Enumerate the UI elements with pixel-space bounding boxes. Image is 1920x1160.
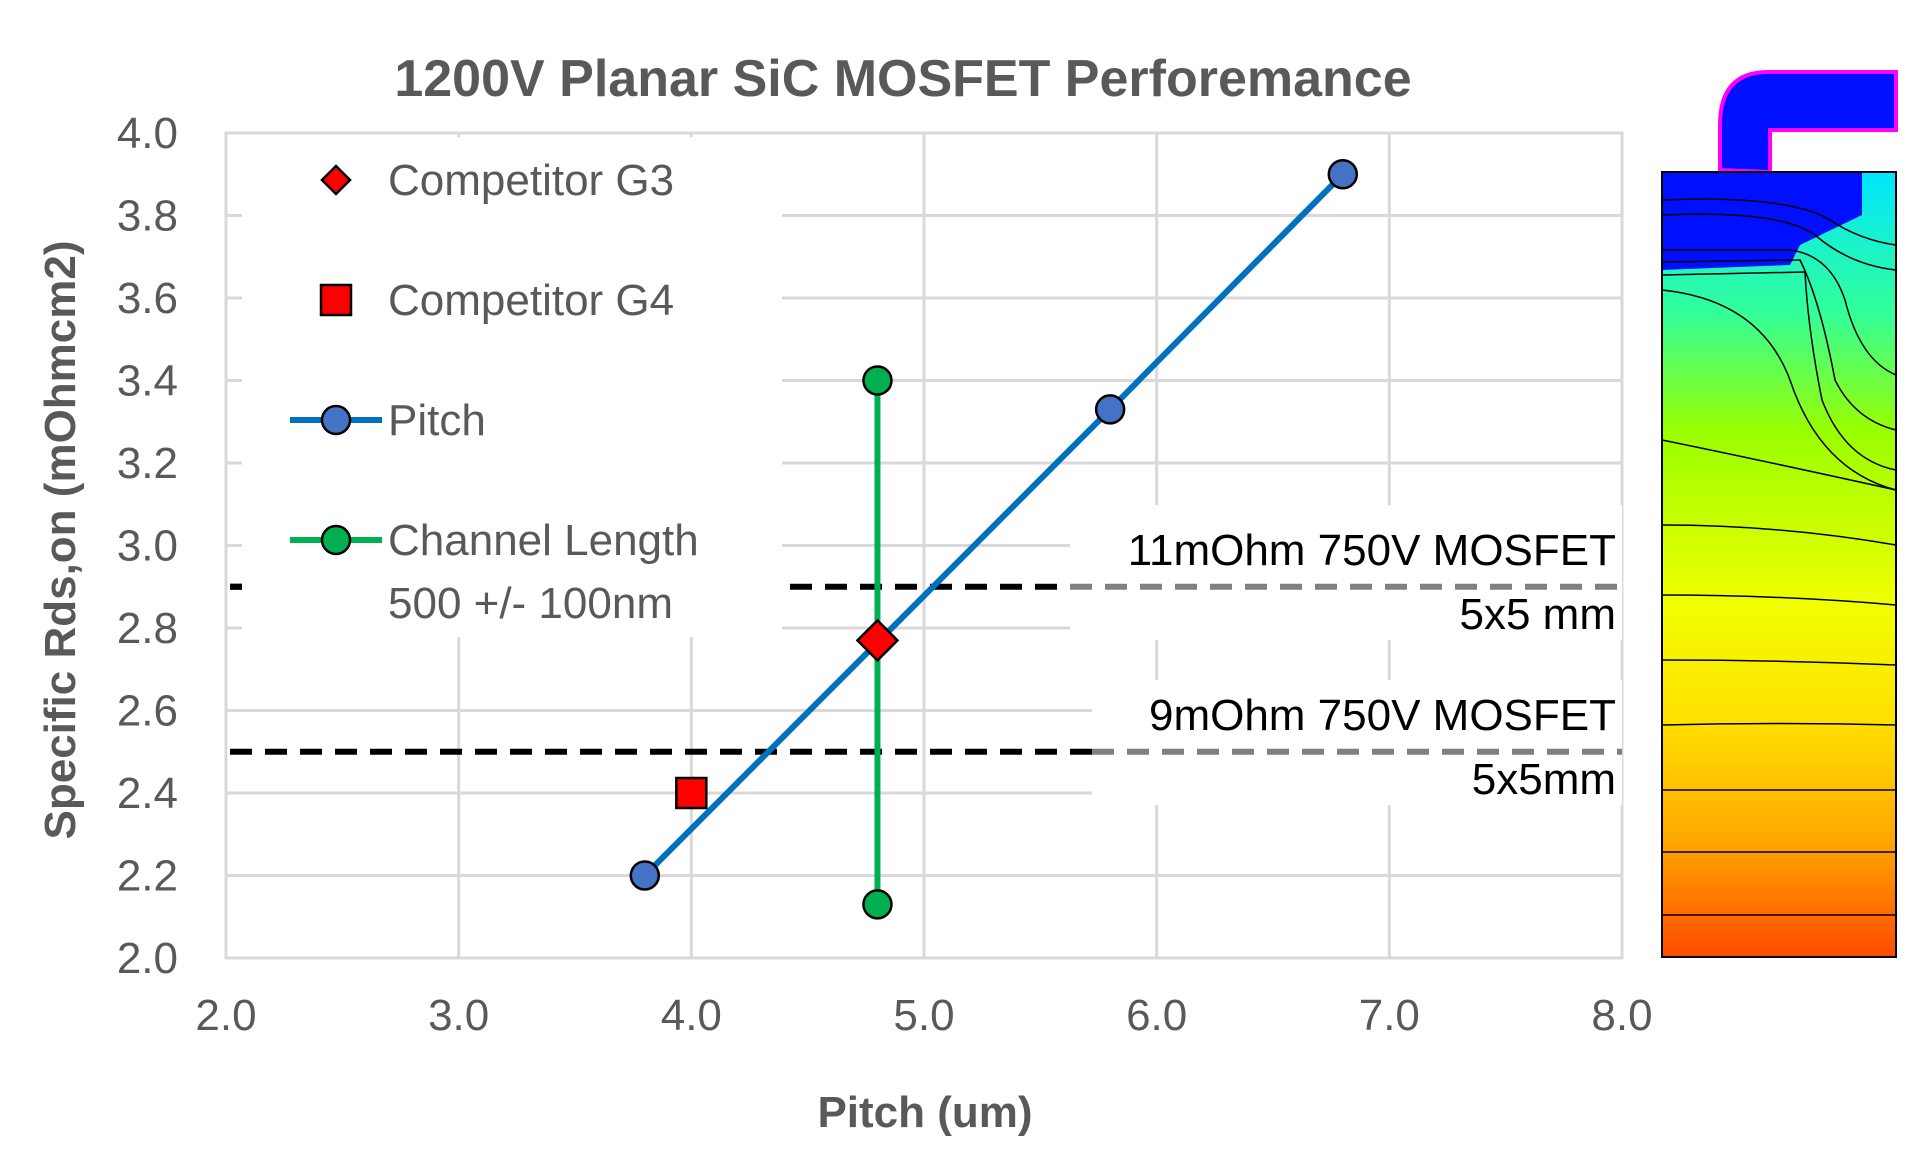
data-point bbox=[1327, 159, 1359, 190]
x-tick-label: 5.0 bbox=[893, 991, 954, 1040]
x-tick-label: 8.0 bbox=[1591, 991, 1652, 1040]
device-simulation-image bbox=[1661, 70, 1898, 958]
y-tick-label: 2.2 bbox=[117, 852, 178, 901]
data-point bbox=[675, 776, 708, 810]
y-tick-label: 3.8 bbox=[117, 192, 178, 241]
reference-line-label: 9mOhm 750V MOSFET bbox=[1149, 691, 1616, 740]
reference-line-sublabel: 5x5 mm bbox=[1460, 590, 1616, 639]
x-tick-label: 4.0 bbox=[661, 991, 722, 1040]
legend-label: Pitch bbox=[388, 396, 486, 445]
y-tick-label: 3.6 bbox=[117, 274, 178, 323]
y-tick-label: 3.2 bbox=[117, 439, 178, 488]
y-tick-label: 3.0 bbox=[117, 522, 178, 571]
ref-label-background bbox=[1070, 505, 1622, 640]
y-axis-title: Specific Rds,on (mOhmcm2) bbox=[36, 240, 85, 839]
series bbox=[629, 159, 1359, 920]
legend-marker bbox=[320, 404, 352, 436]
reference-lines: 11mOhm 750V MOSFET 5x5 mm 9mOhm 750V MOSFE… bbox=[230, 526, 1622, 804]
legend-label: Channel Length bbox=[388, 516, 699, 565]
legend-marker bbox=[319, 283, 353, 317]
x-tick-label: 6.0 bbox=[1126, 991, 1187, 1040]
axes: 2.0 3.0 4.0 5.0 6.0 7.0 8.0 2.0 2.2 2.4 2.6 2.8 3.0 3… bbox=[117, 109, 1653, 1040]
data-point bbox=[862, 365, 893, 396]
legend-label-line2: 500 +/- 100nm bbox=[388, 579, 673, 628]
y-tick-label: 2.8 bbox=[117, 604, 178, 653]
legend-marker bbox=[320, 164, 352, 196]
data-point bbox=[862, 889, 893, 920]
reference-line-label: 11mOhm 750V MOSFET bbox=[1128, 526, 1616, 575]
legend-label: Competitor G3 bbox=[388, 156, 674, 205]
data-point bbox=[629, 860, 661, 891]
y-tick-label: 2.4 bbox=[117, 769, 178, 818]
legend-label: Competitor G4 bbox=[388, 276, 674, 325]
reference-line-sublabel: 5x5mm bbox=[1472, 755, 1616, 804]
ref-label-background bbox=[1092, 680, 1622, 805]
y-tick-label: 2.6 bbox=[117, 687, 178, 736]
legend: Competitor G3 Competitor G4 Pitch Channel L… bbox=[242, 137, 782, 637]
data-point bbox=[1094, 394, 1126, 425]
x-tick-label: 2.0 bbox=[195, 991, 256, 1040]
y-tick-label: 4.0 bbox=[117, 109, 178, 158]
x-tick-label: 3.0 bbox=[428, 991, 489, 1040]
chart-title: 1200V Planar SiC MOSFET Perforemance bbox=[394, 50, 1411, 108]
x-axis-title: Pitch (um) bbox=[817, 1088, 1032, 1137]
y-tick-label: 3.4 bbox=[117, 357, 178, 406]
legend-marker bbox=[320, 524, 352, 556]
data-point bbox=[855, 618, 900, 663]
x-tick-label: 7.0 bbox=[1359, 991, 1420, 1040]
y-tick-label: 2.0 bbox=[117, 934, 178, 983]
